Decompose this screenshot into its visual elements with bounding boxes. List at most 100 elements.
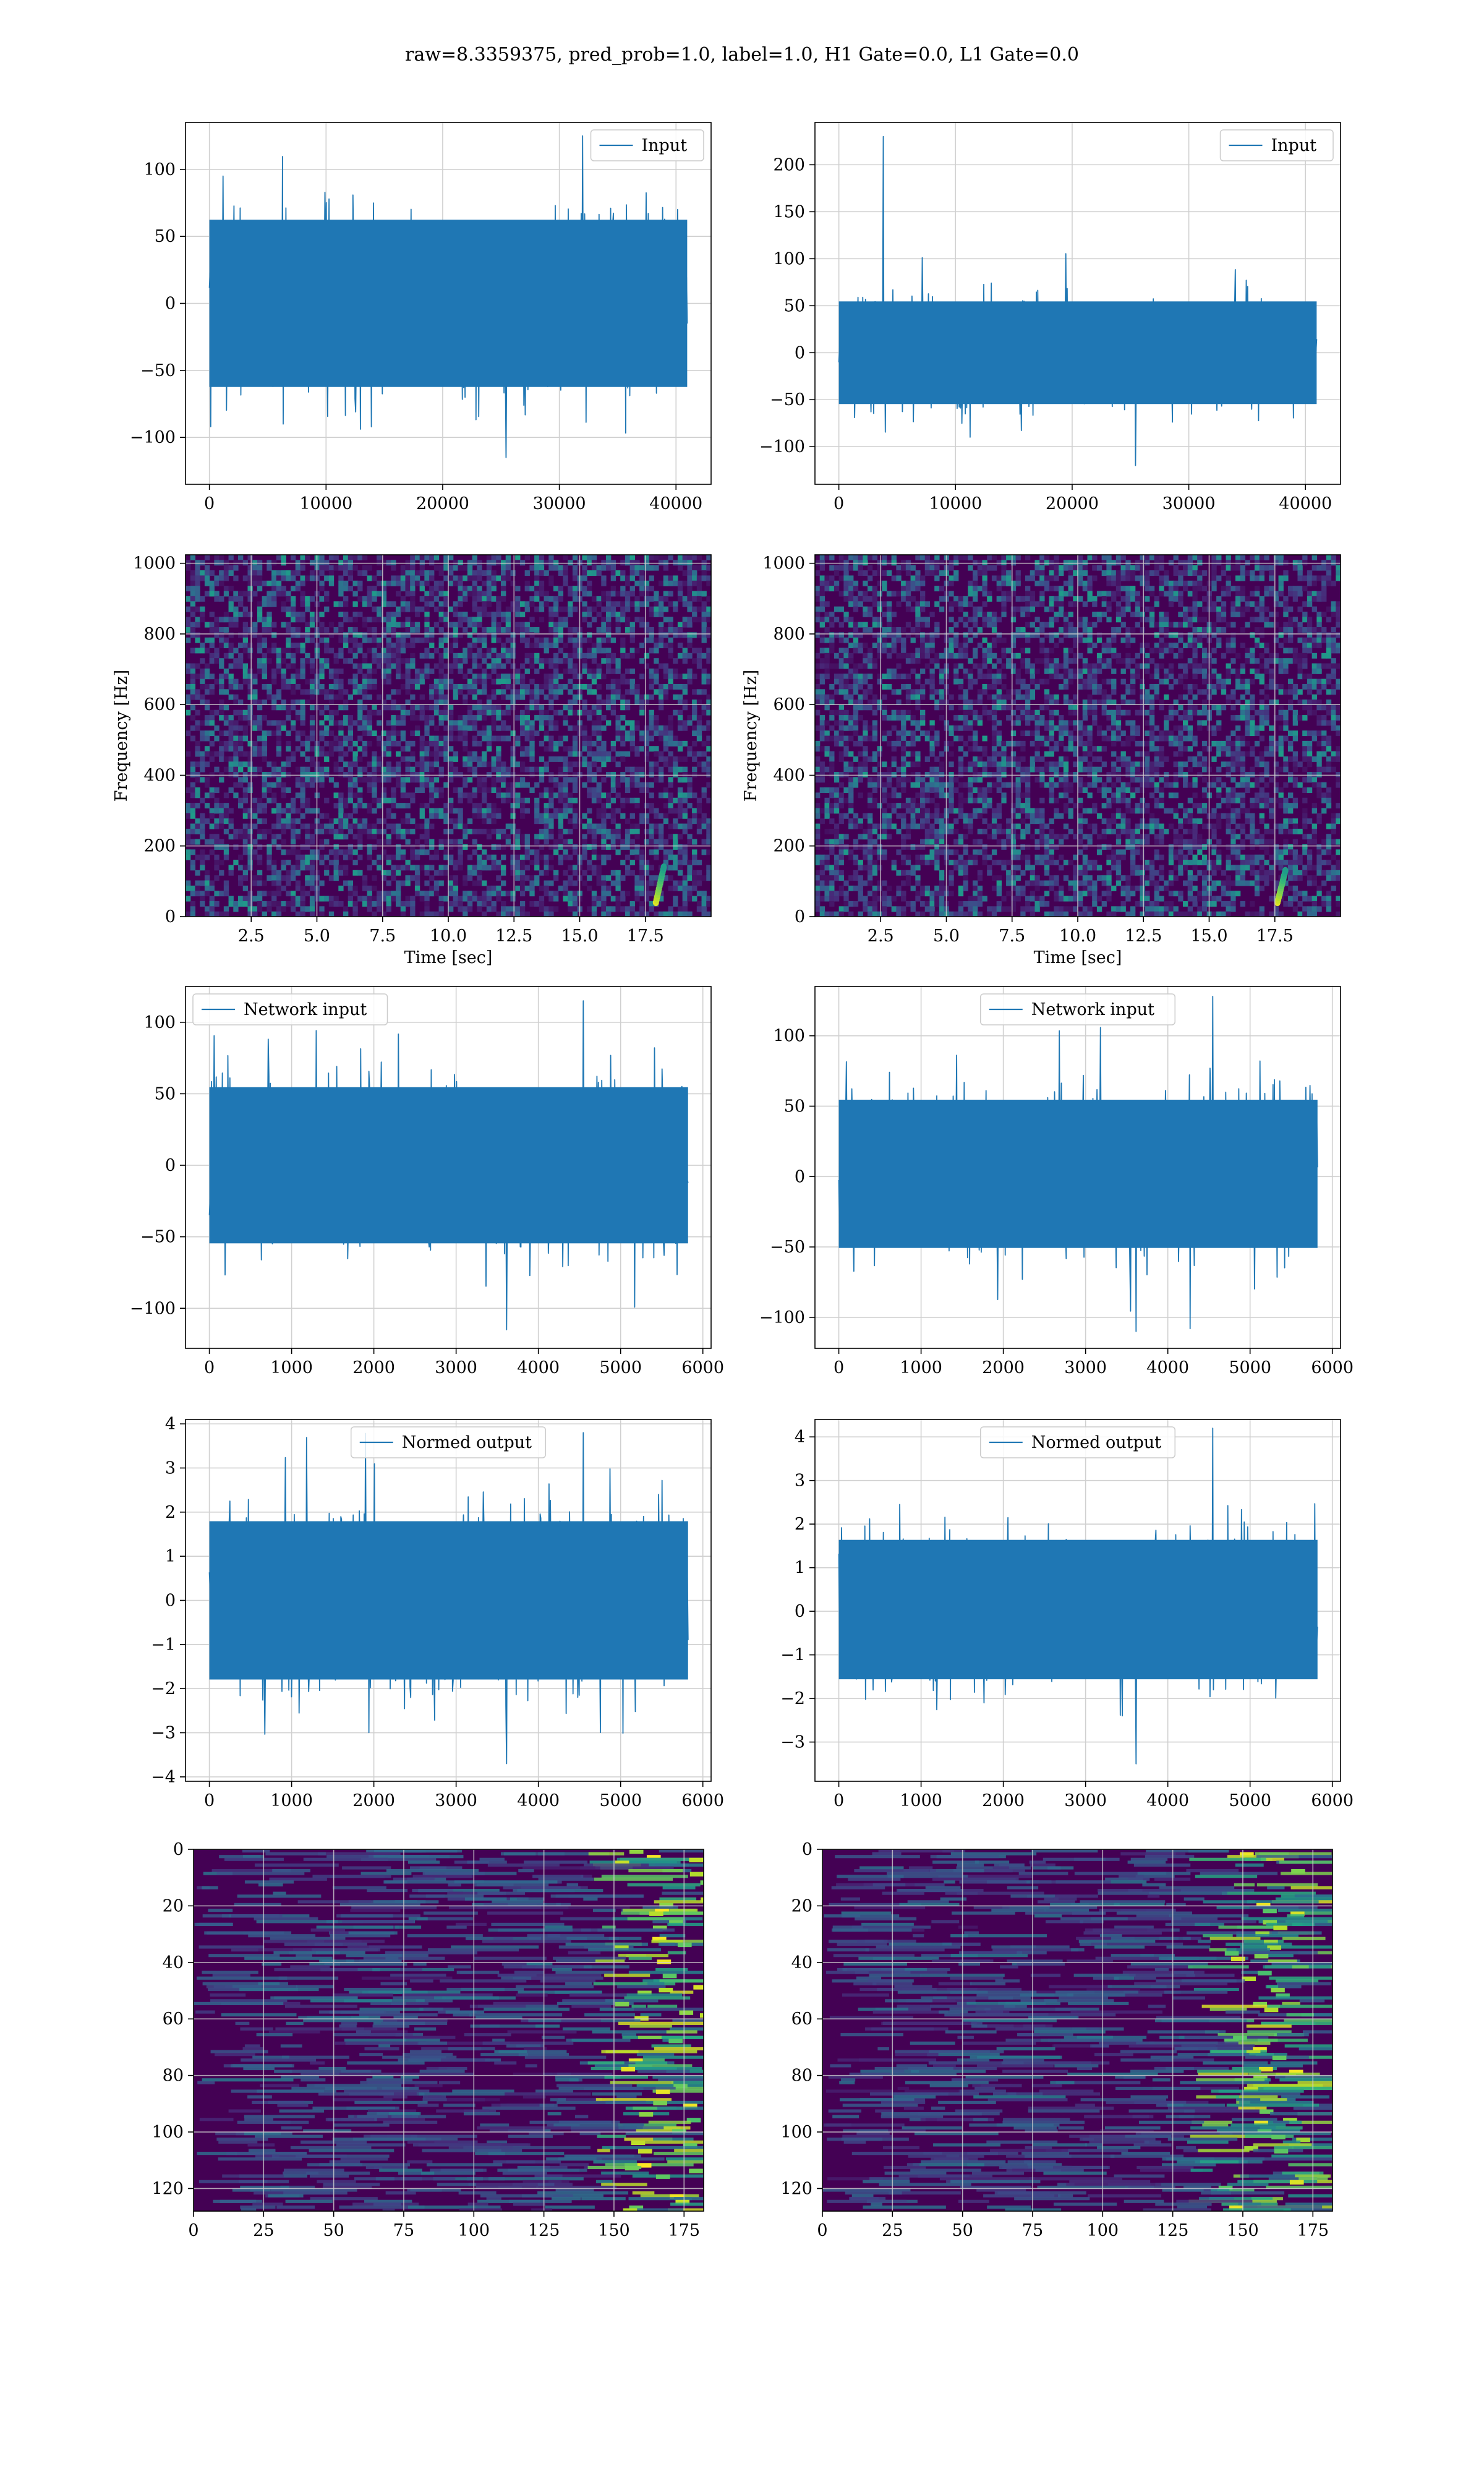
x-tick-label: 175 — [1297, 2221, 1329, 2240]
y-tick-label: −2 — [151, 1679, 176, 1698]
ticks-h1-features: 0 25 50 75 100 125 150 175 0 20 40 60 80 100 120 — [151, 1840, 700, 2240]
x-tick-label: 15.0 — [561, 927, 598, 946]
x-tick-label: 0 — [204, 1358, 215, 1377]
x-tick-label: 5000 — [1229, 1791, 1271, 1810]
y-tick-label: −3 — [780, 1733, 805, 1752]
subplot-l1-features: 0 25 50 75 100 125 150 175 0 20 40 60 80 100 120 — [780, 1840, 1333, 2240]
y-tick-label: −100 — [759, 437, 805, 456]
subplot-h1-normed-output: Normed output 0 1000 2000 3000 4000 5000 6000 −4… — [151, 1415, 724, 1810]
x-tick-label: 1000 — [270, 1791, 313, 1810]
y-tick-label: 150 — [773, 202, 805, 221]
figure-suptitle: raw=8.3359375, pred_prob=1.0, label=1.0,… — [405, 44, 1079, 66]
x-tick-label: 6000 — [1311, 1358, 1354, 1377]
x-tick-label: 40000 — [1279, 494, 1332, 513]
x-tick-label: 30000 — [533, 494, 586, 513]
y-tick-label: −3 — [151, 1724, 176, 1743]
x-tick-label: 0 — [834, 1791, 844, 1810]
heatmap-h1-spectrogram — [186, 555, 711, 917]
y-tick-label: −50 — [770, 1238, 805, 1257]
x-tick-label: 6000 — [1311, 1791, 1354, 1810]
series-core-h1-normed-output — [209, 1521, 688, 1680]
y-tick-label: 80 — [163, 2066, 184, 2086]
y-tick-label: 200 — [773, 837, 805, 856]
y-tick-label: −1 — [151, 1635, 176, 1654]
heatmap-l1-features — [822, 1849, 1333, 2211]
ticks-l1-input: 0 10000 20000 30000 40000 −100 −50 0 50 100 150 200 — [759, 155, 1332, 513]
ticks-h1-spectrogram: 2.5 5.0 7.5 10.0 12.5 15.0 17.5 0 200 400 600 800 10… — [133, 554, 664, 946]
y-axis-label: Frequency [Hz] — [741, 670, 761, 802]
subplot-h1-input: Input 0 10000 20000 30000 40000 −100 −50 0 50 100 — [130, 122, 712, 513]
y-tick-label: 50 — [784, 1097, 805, 1116]
y-tick-label: 1000 — [762, 554, 805, 573]
y-tick-label: 400 — [773, 766, 805, 785]
legend-l1-input: Input — [1219, 129, 1334, 161]
x-tick-label: 25 — [253, 2221, 274, 2240]
y-tick-label: 3 — [795, 1471, 805, 1491]
axes-frame-h1-features — [193, 1849, 704, 2212]
y-tick-label: 200 — [143, 837, 176, 856]
y-tick-label: 100 — [773, 249, 805, 268]
y-tick-label: 1 — [165, 1547, 176, 1566]
x-tick-label: 10.0 — [1059, 927, 1096, 946]
x-tick-label: 2000 — [982, 1791, 1025, 1810]
series-core-h1-input — [209, 220, 688, 387]
legend-l1-network-input: Network input — [980, 993, 1175, 1025]
y-tick-label: 50 — [784, 296, 805, 315]
x-tick-label: 7.5 — [999, 927, 1025, 946]
x-tick-label: 25 — [882, 2221, 903, 2240]
ticks-l1-network-input: 0 1000 2000 3000 4000 5000 6000 −100 −50 0 50 100 — [759, 1027, 1354, 1377]
x-tick-label: 175 — [668, 2221, 700, 2240]
legend-h1-network-input: Network input — [192, 993, 388, 1025]
y-tick-label: 800 — [143, 625, 176, 644]
x-tick-label: 150 — [598, 2221, 630, 2240]
y-tick-label: 800 — [773, 625, 805, 644]
y-tick-label: 1 — [795, 1559, 805, 1578]
y-tick-label: −50 — [770, 390, 805, 409]
x-tick-label: 10000 — [929, 494, 982, 513]
y-tick-label: 60 — [791, 2010, 812, 2029]
x-tick-label: 0 — [834, 494, 844, 513]
y-tick-label: 100 — [780, 2123, 812, 2142]
y-tick-label: 120 — [780, 2179, 812, 2198]
x-tick-label: 5.0 — [304, 927, 330, 946]
x-tick-label: 75 — [393, 2221, 414, 2240]
x-axis-label: Time [sec] — [404, 948, 493, 967]
x-tick-label: 2000 — [352, 1358, 395, 1377]
subplot-l1-normed-output: Normed output 0 1000 2000 3000 4000 5000 6000 −3… — [780, 1419, 1354, 1810]
series-line-l1-input — [838, 135, 1318, 466]
series-core-l1-network-input — [838, 1100, 1318, 1248]
subplot-h1-features: 0 25 50 75 100 125 150 175 0 20 40 60 80 100 120 — [151, 1840, 704, 2240]
heatmap-h1-features — [194, 1849, 704, 2211]
x-tick-label: 50 — [323, 2221, 344, 2240]
x-tick-label: 40000 — [649, 494, 702, 513]
y-tick-label: 100 — [143, 160, 176, 179]
axes-frame-l1-network-input — [814, 986, 1341, 1349]
y-tick-label: 100 — [143, 1013, 176, 1032]
x-tick-label: 4000 — [1146, 1791, 1189, 1810]
y-tick-label: 0 — [802, 1840, 812, 1859]
x-tick-label: 15.0 — [1190, 927, 1227, 946]
y-tick-label: 20 — [791, 1896, 812, 1915]
legend-l1-normed-output: Normed output — [980, 1426, 1175, 1458]
series-core-l1-input — [838, 301, 1317, 404]
y-tick-label: 3 — [165, 1458, 176, 1478]
ticks-l1-normed-output: 0 1000 2000 3000 4000 5000 6000 −3 −2 −1 0 1 2 3 4 — [780, 1427, 1354, 1810]
x-tick-label: 3000 — [435, 1358, 477, 1377]
legend-h1-normed-output: Normed output — [351, 1426, 546, 1458]
x-tick-label: 1000 — [270, 1358, 313, 1377]
x-tick-label: 100 — [1087, 2221, 1119, 2240]
x-tick-label: 17.5 — [627, 927, 664, 946]
y-tick-label: 0 — [795, 1602, 805, 1621]
x-tick-label: 30000 — [1162, 494, 1216, 513]
x-tick-label: 3000 — [1064, 1791, 1107, 1810]
ticks-l1-spectrogram: 2.5 5.0 7.5 10.0 12.5 15.0 17.5 0 200 400 600 800 10… — [762, 554, 1294, 946]
y-tick-label: 0 — [165, 1591, 176, 1611]
x-tick-label: 2000 — [982, 1358, 1025, 1377]
ticks-h1-normed-output: 0 1000 2000 3000 4000 5000 6000 −4 −3 −2 −1 0 1 2 3 4 — [151, 1415, 724, 1810]
y-tick-label: 0 — [795, 343, 805, 362]
x-axis-label: Time [sec] — [1034, 948, 1122, 967]
axes-frame-l1-normed-output — [814, 1419, 1341, 1782]
x-tick-label: 2.5 — [238, 927, 265, 946]
